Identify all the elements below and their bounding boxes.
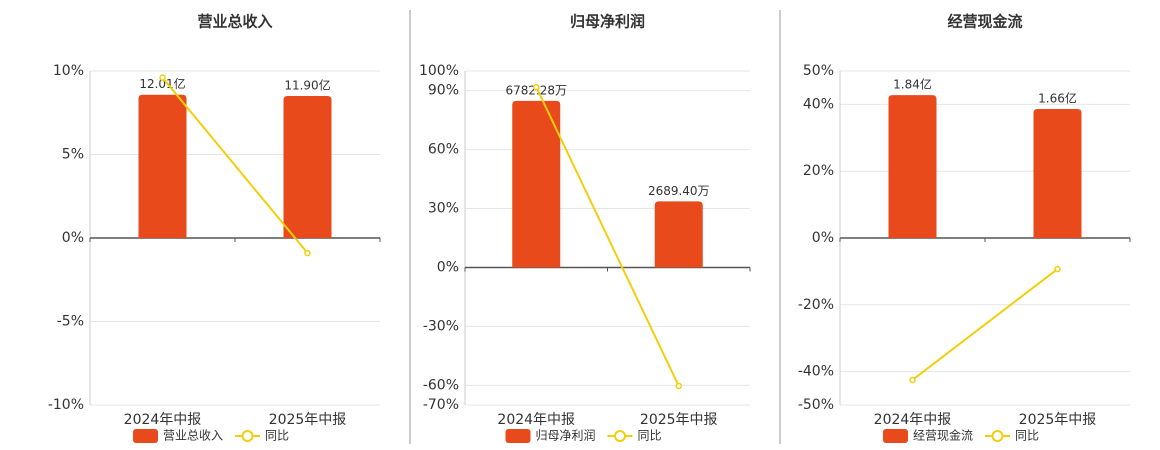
y-tick-label: 20% xyxy=(803,163,834,179)
y-tick-label: 60% xyxy=(428,142,459,158)
legend-swatch xyxy=(505,429,531,443)
line xyxy=(911,268,1059,381)
x-tick-label: 2024年中报 xyxy=(874,412,952,428)
chart-title: 营业总收入 xyxy=(197,13,272,31)
data-label: 1.84亿 xyxy=(893,77,932,92)
y-tick-label: -30% xyxy=(423,318,459,334)
line-marker xyxy=(909,376,916,384)
y-tick-label: 30% xyxy=(428,201,459,217)
y-tick-label: -5% xyxy=(57,314,84,330)
legend-swatch xyxy=(133,429,158,443)
line-marker xyxy=(304,249,311,257)
legend-swatch-marker xyxy=(241,430,254,442)
bar xyxy=(512,100,561,268)
legend-label: 营业总收入 xyxy=(163,429,223,443)
y-tick-label: 10% xyxy=(53,63,84,79)
y-tick-label: -20% xyxy=(798,297,834,313)
bar xyxy=(888,95,937,238)
legend-label: 归母净利润 xyxy=(536,429,596,443)
line xyxy=(161,77,309,254)
bar xyxy=(654,201,703,268)
x-tick-label: 2025年中报 xyxy=(1019,412,1097,428)
legend-label: 同比 xyxy=(1015,429,1039,443)
chart-panel: 经营现金流 -50% -40% -20% 0% 20% 40% 50% 2024年中报 2025年… xyxy=(798,13,1131,443)
bar xyxy=(1033,109,1082,239)
y-tick-label: 50% xyxy=(803,63,834,79)
chart-title: 经营现金流 xyxy=(947,13,1022,31)
line-marker xyxy=(1054,265,1061,273)
data-label: 12.01亿 xyxy=(139,76,185,91)
y-tick-label: 0% xyxy=(437,259,459,275)
y-tick-label: -70% xyxy=(423,397,459,413)
x-tick-label: 2024年中报 xyxy=(124,412,202,428)
chart-panel: 营业总收入 -10% -5% 0% 5% 10% 2024年中报 2025年中报 12.01亿 1… xyxy=(48,13,381,443)
data-label: 6782.28万 xyxy=(505,83,567,97)
y-tick-label: -40% xyxy=(798,364,834,380)
chart-panel: 归母净利润 -70% -60% -30% 0% 30% 60% 90% 100% 2024年中报 2… xyxy=(419,13,751,443)
legend-swatch xyxy=(883,429,908,443)
y-tick-label: -60% xyxy=(423,377,459,393)
y-tick-label: 0% xyxy=(812,230,834,246)
data-label: 1.66亿 xyxy=(1038,91,1077,106)
y-tick-label: -10% xyxy=(48,397,84,413)
bar xyxy=(283,96,332,238)
x-tick-label: 2025年中报 xyxy=(640,412,718,428)
y-tick-label: 100% xyxy=(419,63,459,79)
bar xyxy=(138,94,187,238)
line-marker xyxy=(533,83,540,91)
y-tick-label: 0% xyxy=(62,230,84,246)
chart-title: 归母净利润 xyxy=(570,13,645,31)
x-tick-label: 2024年中报 xyxy=(497,412,575,428)
line-marker xyxy=(159,74,166,81)
line-marker xyxy=(675,382,682,390)
legend-label: 经营现金流 xyxy=(913,428,973,443)
y-tick-label: 40% xyxy=(803,96,834,112)
y-tick-label: 5% xyxy=(62,147,84,163)
data-label: 2689.40万 xyxy=(648,184,710,198)
y-tick-label: -50% xyxy=(798,397,834,413)
x-tick-label: 2025年中报 xyxy=(269,412,347,428)
legend-swatch-marker xyxy=(991,430,1004,442)
data-label: 11.90亿 xyxy=(284,78,330,93)
legend-swatch-marker xyxy=(614,430,627,442)
line xyxy=(535,86,680,387)
legend-label: 同比 xyxy=(265,429,289,443)
legend-label: 同比 xyxy=(638,429,662,443)
y-tick-label: 90% xyxy=(428,83,459,99)
